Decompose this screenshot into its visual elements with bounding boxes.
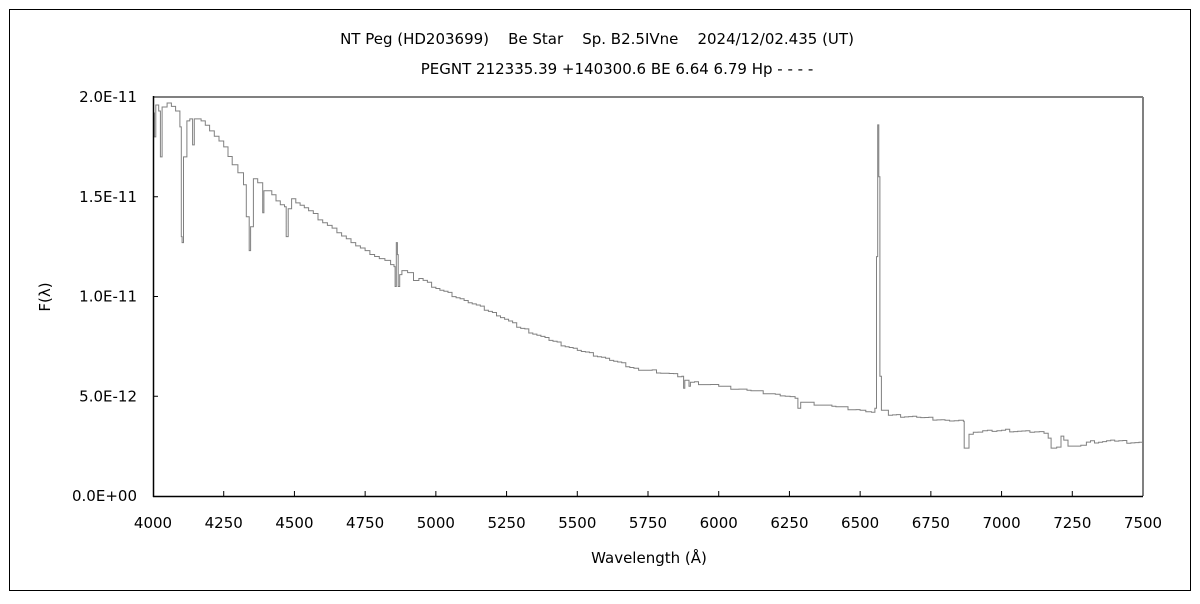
x-tick-label: 4000 [134, 514, 172, 532]
x-tick-label: 5750 [629, 514, 667, 532]
x-tick-label: 7500 [1124, 514, 1162, 532]
y-tick-label: 0.0E+00 [72, 487, 137, 505]
x-tick-label: 7000 [982, 514, 1020, 532]
x-tick-label: 6500 [841, 514, 879, 532]
chart-title: NT Peg (HD203699) Be Star Sp. B2.5IVne 2… [340, 30, 854, 48]
chart-subtitle: PEGNT 212335.39 +140300.6 BE 6.64 6.79 H… [421, 60, 813, 78]
x-tick-label: 4500 [275, 514, 313, 532]
x-tick-label: 4250 [205, 514, 243, 532]
y-tick-label: 1.5E-11 [79, 188, 137, 206]
x-tick-label: 6750 [912, 514, 950, 532]
x-tick-label: 7250 [1053, 514, 1091, 532]
x-tick-label: 6000 [700, 514, 738, 532]
outer-frame [9, 9, 1191, 591]
y-axis-label: F(λ) [36, 282, 54, 311]
y-tick-label: 2.0E-11 [79, 88, 137, 106]
series-line-spectrum [153, 102, 1144, 449]
y-tick-label: 1.0E-11 [79, 288, 137, 306]
x-tick-label: 5250 [487, 514, 525, 532]
x-tick-label: 4750 [346, 514, 384, 532]
x-tick-label: 5500 [558, 514, 596, 532]
y-tick-label: 5.0E-12 [79, 387, 137, 405]
x-tick-label: 6250 [770, 514, 808, 532]
x-tick-label: 5000 [417, 514, 455, 532]
x-axis-label: Wavelength (Å) [591, 548, 707, 567]
